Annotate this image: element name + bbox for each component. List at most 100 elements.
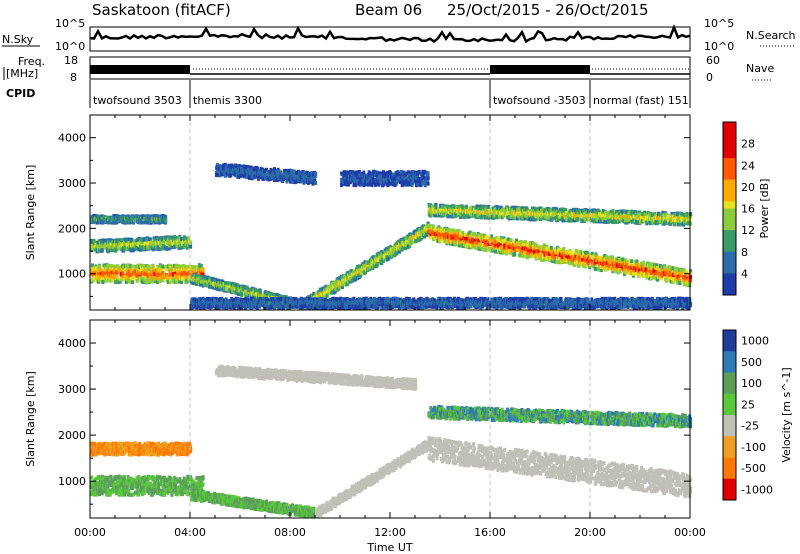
data-cell [180,237,184,241]
data-cell [149,272,153,276]
data-cell [356,265,360,269]
data-cell [117,246,121,251]
data-cell [273,167,276,172]
data-cell [232,167,236,172]
data-cell [401,245,405,250]
data-cell [128,277,132,282]
data-cell [382,258,385,263]
data-cell [201,276,205,281]
data-cell [191,281,195,285]
data-cell [117,267,121,272]
data-cell [115,274,118,279]
data-cell [325,293,329,298]
data-cell [157,272,161,276]
data-cell [426,171,430,176]
data-cell [257,176,260,181]
data-cell [103,274,107,279]
data-cell [140,263,144,268]
data-cell [138,236,142,241]
data-cell [232,282,236,287]
data-cell [153,243,157,248]
data-cell [190,280,193,285]
data-cell [164,214,168,219]
data-cell [98,239,101,243]
data-cell [124,280,128,284]
data-cell [392,250,396,255]
cpid-label: CPID [6,87,35,100]
data-cell [160,268,164,273]
data-cell [366,261,370,265]
data-cell [103,239,107,244]
data-cell [91,216,95,221]
data-cell [128,279,132,284]
data-cell [415,235,418,239]
data-cell [539,253,543,258]
data-cell [338,276,342,281]
data-cell [93,275,97,280]
data-cell [115,270,119,275]
data-cell [159,273,163,278]
data-cell [570,250,574,255]
data-cell [323,294,327,299]
data-cell [191,274,195,279]
data-cell [407,237,411,242]
data-cell [148,237,152,242]
cpid-segment-1: themis 3300 [193,94,262,107]
data-cell [290,176,293,181]
data-cell [135,242,139,247]
data-cell [347,272,351,277]
data-cell [234,164,238,169]
data-cell [161,264,165,269]
data-cell [251,290,255,295]
feature-5 [215,162,318,186]
data-cell [168,236,172,241]
data-cell [102,220,106,225]
data-cell [394,242,398,247]
data-cell [406,242,410,247]
feature-1 [90,235,193,254]
data-cell [124,219,128,224]
data-cell [149,279,153,284]
data-cell [258,290,262,295]
data-cell [418,234,422,239]
data-cell [358,265,362,270]
data-cell [119,271,123,276]
data-cell [143,242,147,247]
freq-block-0 [90,65,190,74]
data-cell [107,272,110,277]
data-cell [228,163,232,168]
data-cell [207,276,211,281]
data-cell [125,245,129,250]
data-cell [315,293,319,297]
data-cell [196,274,200,279]
data-cell [113,268,117,273]
data-cell [226,167,230,172]
data-cell [149,276,153,281]
data-cell [354,269,358,274]
data-cell [201,283,205,288]
data-cell [339,284,343,289]
data-cell [400,243,404,248]
data-cell [150,214,154,219]
data-cell [156,280,160,284]
freq-block-1 [490,65,590,74]
data-cell [186,272,190,277]
data-cell [172,272,176,277]
data-cell [346,281,350,286]
data-cell [171,266,175,271]
data-cell [636,262,640,267]
data-cell [178,269,182,274]
data-cell [115,264,119,269]
data-cell [219,286,223,291]
data-cell [513,252,517,256]
data-cell [391,245,395,250]
data-cell [290,169,293,174]
data-cell [342,274,346,279]
data-cell [345,275,349,280]
data-cell [237,175,241,179]
data-cell [90,263,94,268]
data-cell [217,169,221,173]
data-cell [109,242,113,247]
data-cell [154,279,158,284]
